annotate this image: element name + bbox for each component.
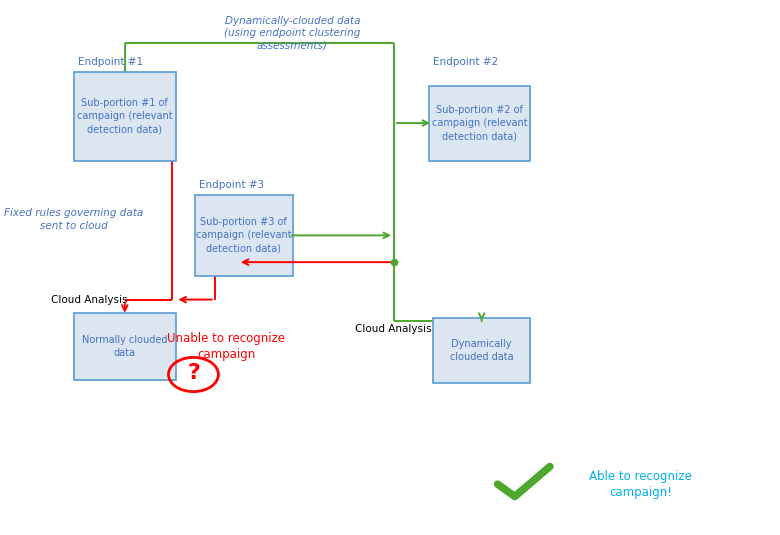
Text: Cloud Analysis: Cloud Analysis: [51, 295, 127, 305]
Text: Sub-portion #3 of
campaign (relevant
detection data): Sub-portion #3 of campaign (relevant det…: [196, 217, 292, 254]
FancyBboxPatch shape: [74, 313, 176, 380]
FancyBboxPatch shape: [74, 72, 176, 160]
Text: Normally clouded
data: Normally clouded data: [82, 335, 168, 358]
Text: ?: ?: [187, 363, 200, 383]
Text: Able to recognize
campaign!: Able to recognize campaign!: [589, 470, 692, 499]
Text: Endpoint #1: Endpoint #1: [78, 57, 143, 67]
Text: Dynamically
clouded data: Dynamically clouded data: [450, 339, 513, 362]
Text: Endpoint #2: Endpoint #2: [433, 57, 498, 67]
FancyBboxPatch shape: [195, 195, 292, 276]
FancyBboxPatch shape: [429, 86, 530, 160]
Text: Endpoint #3: Endpoint #3: [199, 180, 264, 190]
Text: Dynamically-clouded data
(using endpoint clustering
assessments): Dynamically-clouded data (using endpoint…: [225, 16, 360, 51]
Text: Fixed rules governing data
sent to cloud: Fixed rules governing data sent to cloud: [4, 208, 144, 231]
Text: Unable to recognize
campaign: Unable to recognize campaign: [167, 332, 285, 361]
Text: Sub-portion #1 of
campaign (relevant
detection data): Sub-portion #1 of campaign (relevant det…: [77, 98, 172, 135]
Text: Sub-portion #2 of
campaign (relevant
detection data): Sub-portion #2 of campaign (relevant det…: [432, 105, 527, 141]
Text: Cloud Analysis: Cloud Analysis: [355, 324, 431, 334]
FancyBboxPatch shape: [433, 318, 530, 383]
